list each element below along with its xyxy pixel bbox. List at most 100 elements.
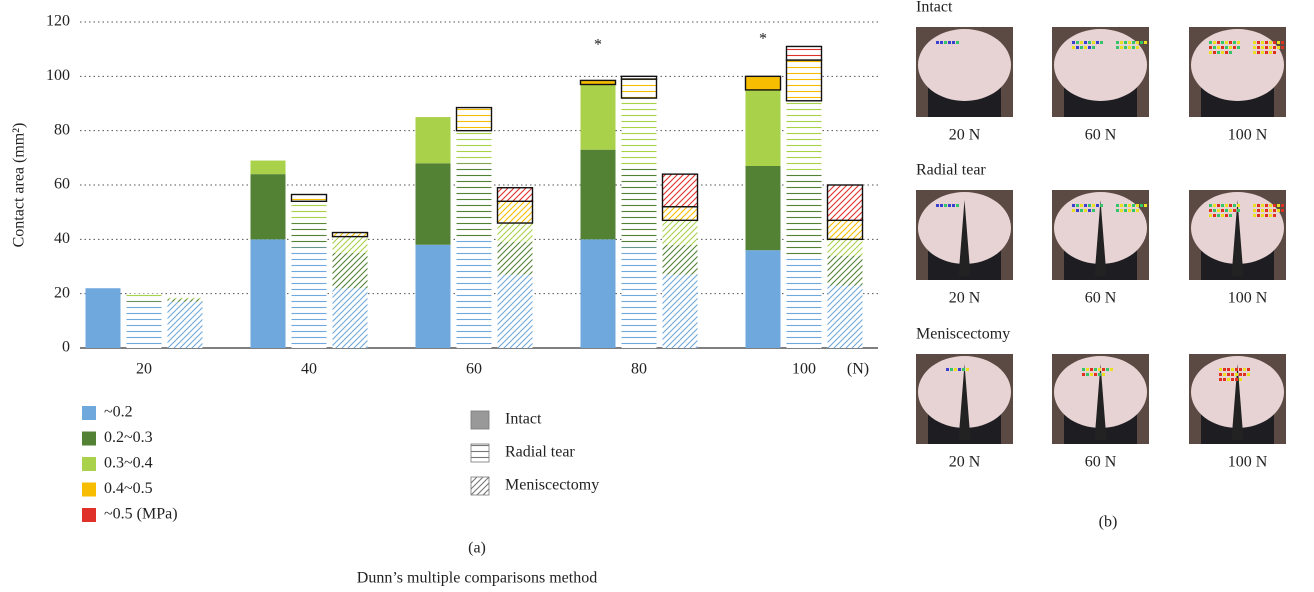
- y-tick-label: 0: [62, 339, 70, 356]
- bar-segment: [580, 84, 616, 150]
- legend-label: Radial tear: [505, 444, 575, 461]
- pressure-dot: [1237, 209, 1240, 212]
- pressure-dot: [1102, 373, 1105, 376]
- pressure-dot: [1124, 46, 1127, 49]
- pressure-dot: [1090, 368, 1093, 371]
- pressure-dot: [1219, 378, 1222, 381]
- pressure-dot: [954, 368, 957, 371]
- pressure-dot: [1124, 204, 1127, 207]
- pressure-dot: [1265, 214, 1268, 217]
- pressure-dot: [1120, 46, 1123, 49]
- bar-segment: [662, 274, 698, 348]
- y-axis-label: Contact area (mm²): [11, 123, 28, 248]
- pressure-dot: [1269, 204, 1272, 207]
- pressure-dot: [1257, 46, 1260, 49]
- row-title: Intact: [916, 0, 953, 16]
- load-label: 100 N: [1228, 454, 1268, 471]
- x-tick-label: 100: [792, 361, 816, 378]
- pressure-dot: [1217, 204, 1220, 207]
- pressure-dot: [1209, 41, 1212, 44]
- bar-segment: [826, 219, 864, 241]
- bar-segment: [497, 274, 533, 348]
- pressure-dot: [1088, 41, 1091, 44]
- pressure-dot: [1209, 51, 1212, 54]
- pressure-dot: [1136, 46, 1139, 49]
- pressure-dot: [1088, 209, 1091, 212]
- pressure-dot: [1225, 51, 1228, 54]
- bar-segment: [745, 165, 781, 251]
- pressure-dot: [1110, 368, 1113, 371]
- pressure-dot: [1227, 368, 1230, 371]
- bar-segment: [662, 244, 698, 275]
- pressure-dot: [1084, 41, 1087, 44]
- bar-segment: [250, 174, 286, 240]
- legend-label: Meniscectomy: [505, 477, 599, 494]
- pressure-dot: [1080, 46, 1083, 49]
- bar-segment: [744, 75, 782, 91]
- pressure-dot: [1217, 46, 1220, 49]
- pressure-dot: [948, 41, 951, 44]
- load-label: 100 N: [1228, 290, 1268, 307]
- pressure-dot: [1213, 204, 1216, 207]
- pressure-dot: [1253, 204, 1256, 207]
- pressure-dot: [1253, 46, 1256, 49]
- row-title: Meniscectomy: [916, 326, 1010, 343]
- pressure-dot: [1221, 209, 1224, 212]
- pressure-dot: [1076, 46, 1079, 49]
- pressure-dot: [1237, 204, 1240, 207]
- photo-tear: [958, 200, 971, 276]
- photo-tear: [958, 364, 971, 440]
- pressure-dot: [1253, 214, 1256, 217]
- pressure-dot: [1221, 204, 1224, 207]
- pressure-dot: [1269, 46, 1272, 49]
- panel-label: (a): [468, 540, 486, 557]
- load-label: 60 N: [1085, 290, 1117, 307]
- pressure-dot: [1092, 204, 1095, 207]
- pressure-dot: [1213, 41, 1216, 44]
- bar-segment: [126, 301, 162, 348]
- pressure-dot: [936, 204, 939, 207]
- pressure-dot: [1229, 214, 1232, 217]
- pressure-dot: [1096, 204, 1099, 207]
- pressure-dot: [1209, 46, 1212, 49]
- pressure-dot: [1116, 209, 1119, 212]
- bar-segment: [85, 288, 121, 348]
- pressure-dot: [1072, 46, 1075, 49]
- bar-segment: [455, 106, 493, 132]
- pressure-dot: [1223, 368, 1226, 371]
- pressure-dot: [956, 41, 959, 44]
- pressure-dot: [1217, 209, 1220, 212]
- pressure-dot: [1213, 46, 1216, 49]
- pressure-dot: [1269, 51, 1272, 54]
- bar-segment: [415, 117, 451, 164]
- photo-tear: [1094, 364, 1107, 440]
- pressure-dot: [1261, 41, 1264, 44]
- pressure-dot: [1076, 209, 1079, 212]
- pressure-dot: [1265, 51, 1268, 54]
- pressure-dot: [1277, 209, 1280, 212]
- bar-segment: [331, 231, 369, 238]
- pressure-dot: [1281, 41, 1284, 44]
- pressure-dot: [1281, 209, 1284, 212]
- bar-segment: [827, 239, 863, 256]
- pressure-dot: [940, 41, 943, 44]
- pressure-dot: [1102, 368, 1105, 371]
- bar-segment: [621, 165, 657, 248]
- pressure-dot: [1243, 368, 1246, 371]
- x-unit: (N): [847, 361, 869, 378]
- photo-tear: [1231, 364, 1244, 440]
- pressure-dot: [1257, 209, 1260, 212]
- annotation: *: [594, 37, 602, 54]
- bar-segment: [415, 244, 451, 348]
- pressure-dot: [1261, 46, 1264, 49]
- pressure-dot: [1233, 41, 1236, 44]
- pressure-dot: [1273, 51, 1276, 54]
- pressure-dot: [1213, 209, 1216, 212]
- bar-segment: [662, 220, 698, 245]
- bar-segment: [661, 206, 699, 222]
- pressure-dot: [1084, 204, 1087, 207]
- pressure-dot: [1082, 368, 1085, 371]
- pressure-dot: [1219, 368, 1222, 371]
- pressure-dot: [1229, 209, 1232, 212]
- pressure-dot: [1219, 373, 1222, 376]
